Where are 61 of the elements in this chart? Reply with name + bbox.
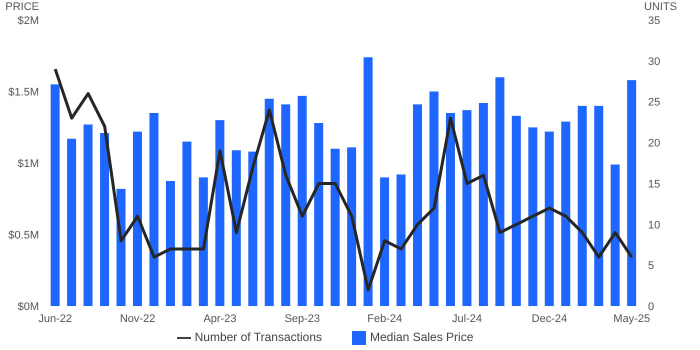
bar xyxy=(610,164,620,306)
bar xyxy=(528,127,538,306)
bar xyxy=(561,122,570,306)
x-tick-label: Dec-24 xyxy=(532,312,568,325)
x-tick-label: Feb-24 xyxy=(367,312,402,325)
y2-axis-title: UNITS xyxy=(644,1,677,13)
bar xyxy=(413,104,422,306)
bar xyxy=(314,123,324,306)
bar xyxy=(578,106,587,306)
bar xyxy=(347,147,356,306)
bar xyxy=(149,113,158,306)
x-tick-label: May-25 xyxy=(613,312,650,325)
bar xyxy=(248,152,258,306)
bar xyxy=(132,132,142,306)
y-tick-label: $1.5M xyxy=(8,86,39,98)
bar xyxy=(396,174,406,306)
bar xyxy=(544,132,554,306)
y2-tick-label: 25 xyxy=(648,96,660,109)
legend-label: Number of Transactions xyxy=(194,330,322,344)
y2-tick-label: 20 xyxy=(648,138,660,150)
bar xyxy=(380,177,390,306)
bar xyxy=(264,98,274,306)
bar xyxy=(281,104,290,306)
y2-tick-label: 30 xyxy=(648,56,660,68)
bar xyxy=(182,142,192,306)
bar xyxy=(166,180,175,306)
x-tick-label: Jun-22 xyxy=(38,312,72,325)
bar xyxy=(627,80,636,306)
x-tick-label: Apr-23 xyxy=(203,312,236,325)
bar xyxy=(495,77,504,306)
bar xyxy=(478,102,488,306)
legend-label: Median Sales Price xyxy=(370,330,474,344)
line-series xyxy=(54,68,634,292)
y-tick-label: $0M xyxy=(18,301,39,314)
bar xyxy=(298,96,307,306)
bar xyxy=(215,120,224,306)
bar xyxy=(84,124,93,306)
bar xyxy=(67,138,76,306)
bar xyxy=(232,150,241,306)
bar xyxy=(100,133,110,306)
y2-tick-label: 10 xyxy=(648,219,660,232)
y-tick-label: $0.5M xyxy=(8,230,39,242)
bar xyxy=(198,177,208,306)
bar xyxy=(594,106,604,306)
y2-tick-label: 15 xyxy=(648,178,660,190)
y2-tick-label: 35 xyxy=(648,14,660,27)
y2-tick-label: 5 xyxy=(648,260,654,272)
bar xyxy=(512,116,521,306)
y2-tick-label: 0 xyxy=(648,301,654,314)
y-tick-label: $1M xyxy=(18,158,39,170)
bar xyxy=(462,110,472,306)
y-axis-title: PRICE xyxy=(5,1,39,13)
bar xyxy=(50,84,60,306)
y-tick-label: $2M xyxy=(18,14,39,27)
bar xyxy=(330,148,340,306)
bar xyxy=(364,57,373,306)
x-tick-label: Jul-24 xyxy=(452,312,482,325)
bar xyxy=(429,92,438,306)
bar xyxy=(446,113,455,306)
x-tick-label: Nov-22 xyxy=(120,312,156,325)
x-tick-label: Sep-23 xyxy=(284,312,320,325)
